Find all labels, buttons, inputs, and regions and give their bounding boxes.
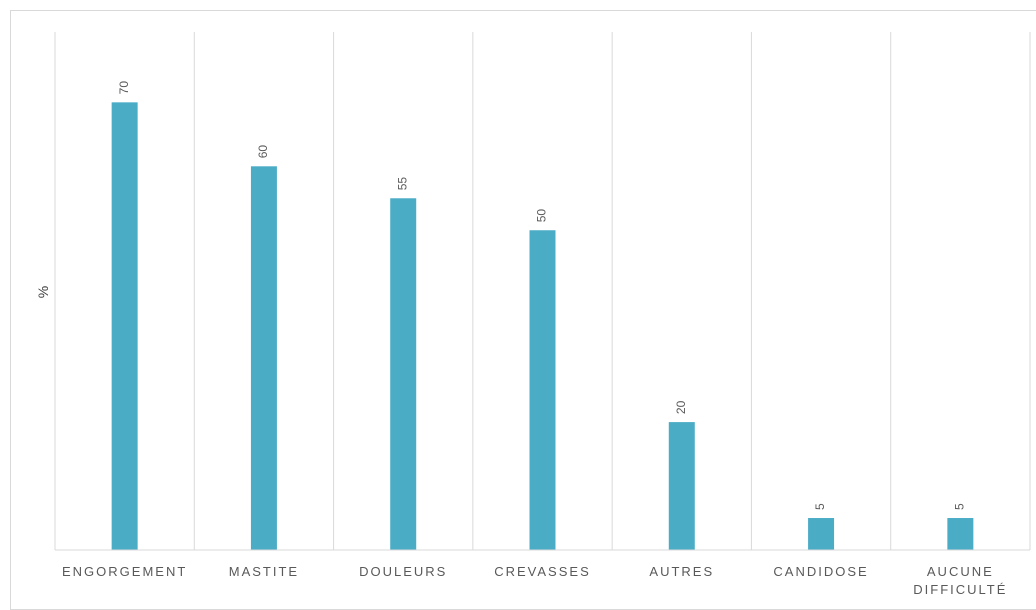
bar-mastite <box>250 166 277 550</box>
bar-engorgement <box>111 102 138 551</box>
data-label: 20 <box>674 400 688 414</box>
bars <box>111 102 974 551</box>
data-label: 5 <box>813 503 827 510</box>
data-label: 50 <box>535 209 549 223</box>
x-tick-label: MASTITE <box>229 564 299 579</box>
x-tick-label: AUTRES <box>649 564 714 579</box>
bar-candidose <box>808 518 835 550</box>
data-label: 60 <box>256 145 270 159</box>
data-label: 55 <box>395 177 409 191</box>
chart-frame <box>10 10 1036 610</box>
x-tick-label: ENGORGEMENT <box>62 564 187 579</box>
x-tick-label: CANDIDOSE <box>773 564 868 579</box>
x-tick-label: AUCUNE <box>927 564 994 579</box>
data-label: 70 <box>117 81 131 95</box>
y-axis-label: % <box>35 286 51 298</box>
x-tick-label: DOULEURS <box>359 564 447 579</box>
bar-crevasses <box>529 230 556 550</box>
bar-douleurs <box>390 198 417 550</box>
grid-lines <box>54 32 1031 550</box>
bar-autres <box>668 422 695 550</box>
x-tick-label: DIFFICULTÉ <box>913 582 1007 597</box>
x-tick-label: CREVASSES <box>494 564 591 579</box>
data-label: 5 <box>953 503 967 510</box>
x-tick-labels: ENGORGEMENT MASTITE DOULEURS CREVASSES AUTRE… <box>62 564 1007 597</box>
bar-aucune-difficult- <box>947 518 974 550</box>
